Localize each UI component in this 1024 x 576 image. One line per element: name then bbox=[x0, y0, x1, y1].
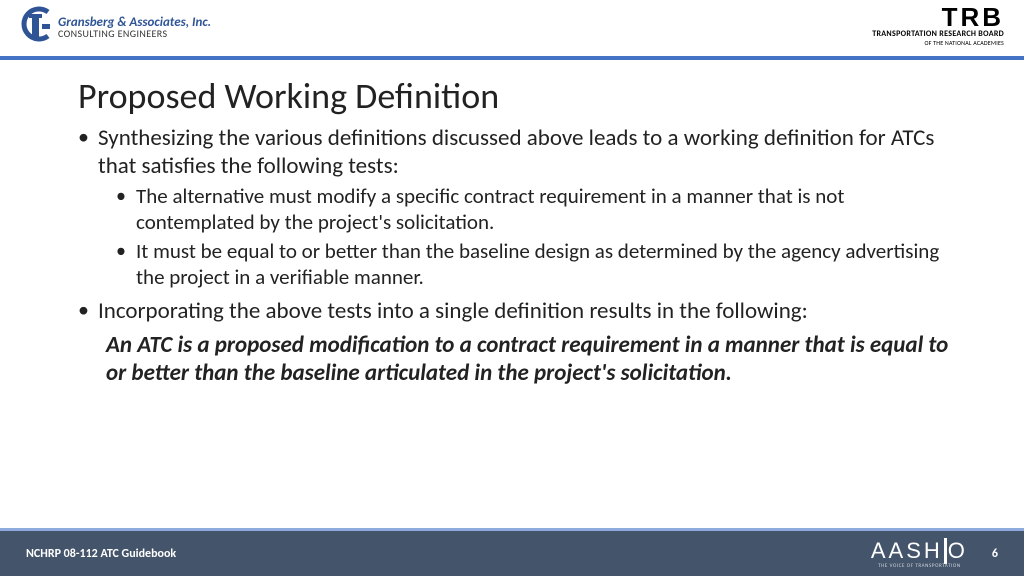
sub-bullet-list: The alternative must modify a specific c… bbox=[98, 184, 954, 290]
sub-bullet-item: The alternative must modify a specific c… bbox=[116, 184, 954, 235]
bullet-list: Synthesizing the various definitions dis… bbox=[78, 124, 954, 325]
bullet-text: Synthesizing the various definitions dis… bbox=[98, 124, 934, 180]
slide-title: Proposed Working Definition bbox=[78, 74, 954, 118]
aashto-wordmark: AASHO bbox=[871, 538, 968, 564]
gransberg-mark-icon bbox=[18, 6, 52, 48]
bullet-item: Incorporating the above tests into a sin… bbox=[78, 297, 954, 325]
trb-name: TRANSPORTATION RESEARCH BOARD bbox=[872, 29, 1004, 39]
trb-acronym: TRB bbox=[872, 6, 1004, 29]
footer: NCHRP 08-112 ATC Guidebook AASHO THE VOI… bbox=[0, 528, 1024, 576]
aashto-logo: AASHO THE VOICE OF TRANSPORTATION bbox=[871, 538, 968, 569]
trb-subtitle: OF THE NATIONAL ACADEMIES bbox=[872, 39, 1004, 47]
definition-text: An ATC is a proposed modification to a c… bbox=[106, 331, 954, 387]
bullet-text: Incorporating the above tests into a sin… bbox=[98, 297, 808, 325]
header: Gransberg & Associates, Inc. CONSULTING … bbox=[0, 0, 1024, 60]
page-number: 6 bbox=[992, 547, 998, 561]
sub-bullet-item: It must be equal to or better than the b… bbox=[116, 239, 954, 290]
aashto-divider-icon bbox=[944, 538, 947, 564]
aashto-tagline: THE VOICE OF TRANSPORTATION bbox=[878, 564, 961, 569]
left-company-logo: Gransberg & Associates, Inc. CONSULTING … bbox=[18, 6, 211, 48]
company-tagline: CONSULTING ENGINEERS bbox=[58, 29, 211, 39]
slide-body: Proposed Working Definition Synthesizing… bbox=[0, 60, 1024, 387]
right-org-logo: TRB TRANSPORTATION RESEARCH BOARD OF THE… bbox=[872, 6, 1004, 47]
footer-left-text: NCHRP 08-112 ATC Guidebook bbox=[26, 547, 176, 561]
bullet-item: Synthesizing the various definitions dis… bbox=[78, 124, 954, 291]
